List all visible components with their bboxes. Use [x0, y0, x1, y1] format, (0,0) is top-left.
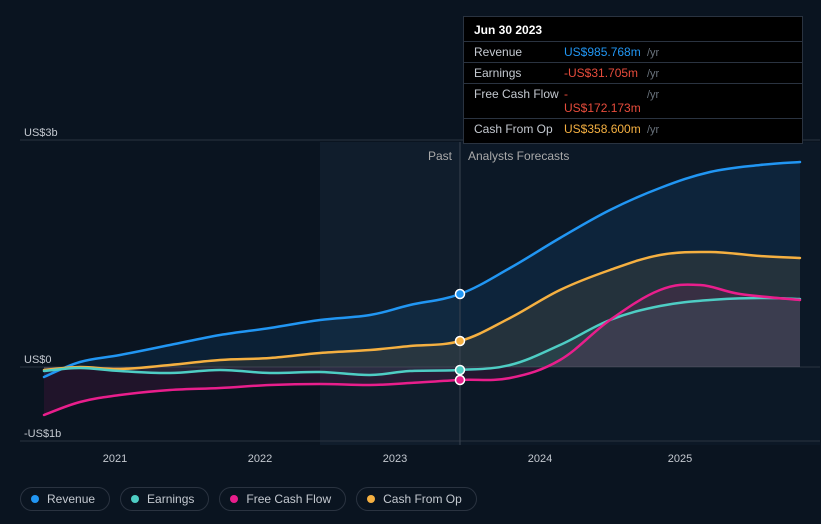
legend-label: Free Cash Flow: [246, 492, 331, 506]
svg-text:2025: 2025: [668, 453, 692, 465]
tooltip-unit: /yr: [647, 47, 659, 59]
tooltip-label: Revenue: [474, 45, 564, 59]
legend-dot-icon: [31, 495, 39, 503]
legend-item-free-cash-flow[interactable]: Free Cash Flow: [219, 487, 346, 511]
tooltip-row: Cash From OpUS$358.600m/yr: [464, 118, 802, 139]
chart-container: { "chart": { "type": "line", "width": 82…: [0, 0, 821, 524]
legend-dot-icon: [230, 495, 238, 503]
chart-legend: Revenue Earnings Free Cash Flow Cash From O…: [20, 487, 477, 511]
tooltip-unit: /yr: [647, 68, 659, 80]
svg-text:US$0: US$0: [24, 354, 52, 366]
svg-text:-US$1b: -US$1b: [24, 428, 61, 440]
tooltip-value: US$358.600m: [564, 122, 644, 136]
tooltip-unit: /yr: [647, 89, 659, 101]
tooltip-label: Cash From Op: [474, 122, 564, 136]
tooltip-row: RevenueUS$985.768m/yr: [464, 41, 802, 62]
tooltip-row: Earnings-US$31.705m/yr: [464, 62, 802, 83]
legend-item-revenue[interactable]: Revenue: [20, 487, 110, 511]
legend-dot-icon: [367, 495, 375, 503]
svg-text:Analysts Forecasts: Analysts Forecasts: [468, 149, 569, 163]
tooltip-value: -US$172.173m: [564, 87, 644, 115]
legend-item-cash-from-op[interactable]: Cash From Op: [356, 487, 477, 511]
tooltip-label: Earnings: [474, 66, 564, 80]
legend-item-earnings[interactable]: Earnings: [120, 487, 209, 511]
chart-tooltip: Jun 30 2023 RevenueUS$985.768m/yrEarning…: [463, 16, 803, 144]
tooltip-value: -US$31.705m: [564, 66, 644, 80]
tooltip-value: US$985.768m: [564, 45, 644, 59]
tooltip-label: Free Cash Flow: [474, 87, 564, 101]
legend-label: Revenue: [47, 492, 95, 506]
legend-label: Cash From Op: [383, 492, 462, 506]
svg-text:2021: 2021: [103, 453, 127, 465]
tooltip-unit: /yr: [647, 124, 659, 136]
tooltip-row: Free Cash Flow-US$172.173m/yr: [464, 83, 802, 118]
svg-text:2023: 2023: [383, 453, 407, 465]
legend-dot-icon: [131, 495, 139, 503]
legend-label: Earnings: [147, 492, 194, 506]
svg-text:2022: 2022: [248, 453, 272, 465]
svg-text:Past: Past: [428, 149, 453, 163]
svg-text:US$3b: US$3b: [24, 127, 58, 139]
tooltip-date: Jun 30 2023: [464, 23, 802, 41]
svg-text:2024: 2024: [528, 453, 552, 465]
